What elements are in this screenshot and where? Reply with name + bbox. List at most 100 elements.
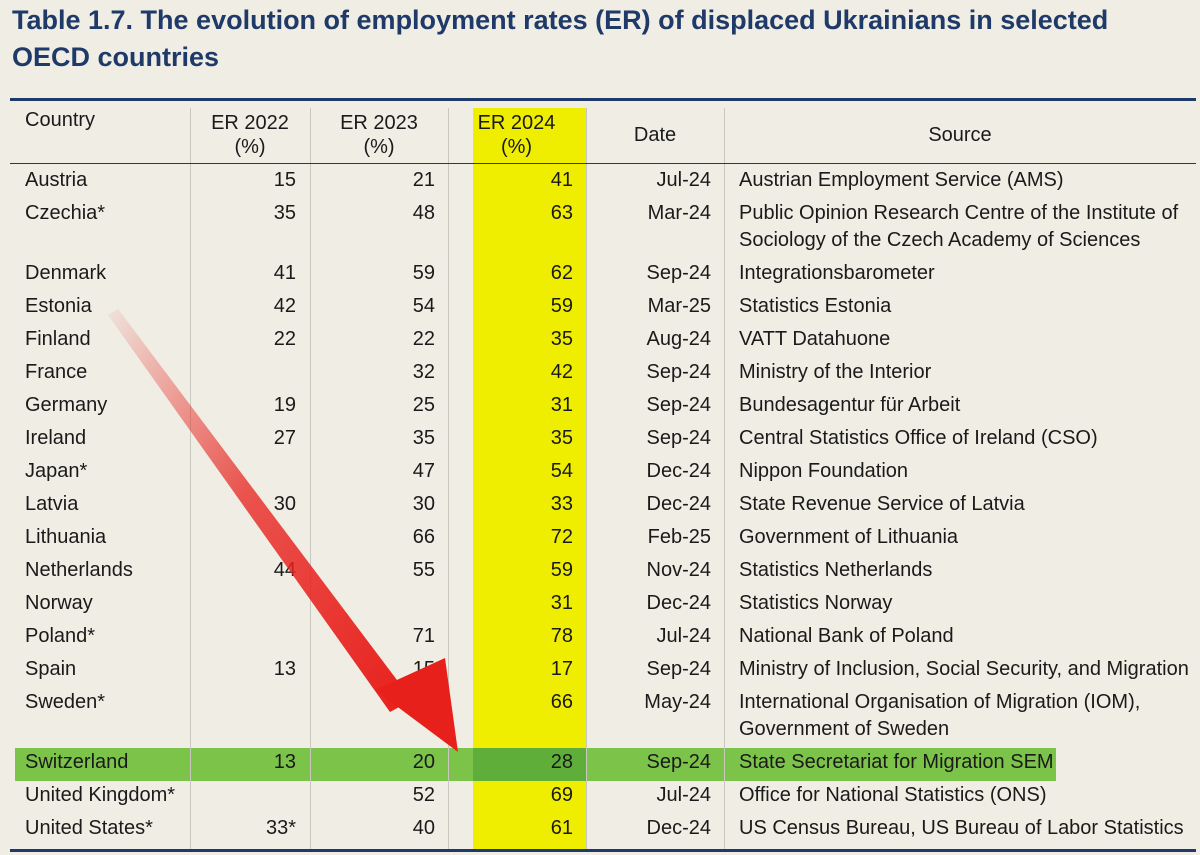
cell-country: Denmark (25, 262, 107, 284)
header-er-2024: ER 2024 (%) (460, 111, 573, 159)
cell-date: Feb-25 (647, 526, 711, 548)
cell-er-2022: 15 (273, 169, 296, 191)
cell-er-2024: 17 (550, 658, 573, 680)
cell-er-2023: 54 (412, 295, 435, 317)
cell-date: Sep-24 (646, 394, 712, 416)
cell-country: France (25, 361, 88, 383)
table-row: Denmark 41 59 62 Sep-24 Integrationsbarometer (0, 260, 1200, 293)
cell-er-2024: 28 (550, 751, 573, 773)
header-source: Source (928, 124, 992, 146)
table-row: Germany 19 25 31 Sep-24 Bundesagentur für Arb… (0, 392, 1200, 425)
table-row: Netherlands 44 55 59 Nov-24 Statistics Nether… (0, 557, 1200, 590)
cell-country: Switzerland (25, 751, 129, 773)
cell-er-2024: 31 (550, 394, 573, 416)
header-er-2023: ER 2023 (%) (310, 111, 448, 159)
table-row: Japan* 47 54 Dec-24 Nippon Foundation (0, 458, 1200, 491)
cell-er-2024: 62 (550, 262, 573, 284)
cell-er-2024: 59 (550, 559, 573, 581)
cell-country: Poland* (25, 625, 96, 647)
header-rule (10, 163, 1196, 164)
cell-date: Sep-24 (646, 751, 712, 773)
cell-er-2023: 48 (412, 202, 435, 224)
cell-date: Mar-25 (647, 295, 711, 317)
header-er-2022-label: ER 2022 (211, 112, 289, 134)
cell-er-2023: 22 (412, 328, 435, 350)
cell-er-2024: 35 (550, 328, 573, 350)
cell-er-2024: 59 (550, 295, 573, 317)
cell-source: Government of Lithuania (739, 526, 959, 548)
cell-date: May-24 (644, 691, 711, 713)
cell-er-2023: 47 (412, 460, 435, 482)
cell-date: Sep-24 (646, 658, 712, 680)
cell-source: Ministry of Inclusion, Social Security, … (739, 658, 1189, 680)
cell-source: Bundesagentur für Arbeit (739, 394, 961, 416)
cell-er-2023: 21 (412, 169, 435, 191)
cell-date: Dec-24 (646, 493, 711, 515)
cell-er-2024: 78 (550, 625, 573, 647)
cell-er-2024: 66 (550, 691, 573, 713)
cell-er-2022: 22 (273, 328, 296, 350)
cell-er-2024: 69 (550, 784, 573, 806)
cell-er-2024: 31 (550, 592, 573, 614)
cell-er-2024: 63 (550, 202, 573, 224)
table-row: Finland 22 22 35 Aug-24 VATT Datahuone (0, 326, 1200, 359)
cell-er-2024: 61 (550, 817, 573, 839)
cell-country: Austria (25, 169, 88, 191)
cell-country: United States* (25, 817, 153, 839)
cell-er-2022: 41 (273, 262, 296, 284)
header-country: Country (25, 109, 96, 131)
table-row: Poland* 71 78 Jul-24 National Bank of Poland (0, 623, 1200, 656)
column-divider (586, 108, 587, 849)
cell-er-2022: 19 (273, 394, 296, 416)
cell-date: Sep-24 (646, 427, 712, 449)
cell-er-2022: 27 (273, 427, 296, 449)
table-row: United States* 33* 40 61 Dec-24 US Census Bur… (0, 815, 1200, 848)
cell-date: Sep-24 (646, 361, 712, 383)
cell-source: Public Opinion Research Centre of the In… (739, 202, 1179, 251)
cell-source: Central Statistics Office of Ireland (CS… (739, 427, 1098, 449)
cell-date: Sep-24 (646, 262, 712, 284)
cell-date: Dec-24 (646, 460, 711, 482)
table-row: Spain 13 15 17 Sep-24 Ministry of Inclusion, … (0, 656, 1200, 689)
cell-source: International Organisation of Migration … (739, 691, 1141, 740)
column-divider (448, 108, 449, 849)
header-er-2022-unit: (%) (234, 136, 266, 158)
cell-er-2022: 13 (273, 658, 296, 680)
cell-country: Finland (25, 328, 91, 350)
cell-country: Sweden* (25, 691, 106, 713)
cell-country: Germany (25, 394, 108, 416)
cell-er-2024: 41 (550, 169, 573, 191)
cell-source: Nippon Foundation (739, 460, 909, 482)
cell-date: Mar-24 (647, 202, 711, 224)
table-row: Austria 15 21 41 Jul-24 Austrian Employment S… (0, 167, 1200, 200)
cell-source: US Census Bureau, US Bureau of Labor Sta… (739, 817, 1184, 839)
switzerland-er-2024-cell-highlight (473, 748, 586, 781)
cell-source: Office for National Statistics (ONS) (739, 784, 1047, 806)
cell-country: Norway (25, 592, 93, 614)
cell-er-2024: 33 (550, 493, 573, 515)
cell-er-2023: 55 (412, 559, 435, 581)
cell-country: Estonia (25, 295, 92, 317)
cell-er-2022: 33* (265, 817, 296, 839)
table-row: Norway 31 Dec-24 Statistics Norway (0, 590, 1200, 623)
cell-source: VATT Datahuone (739, 328, 891, 350)
cell-er-2022: 35 (273, 202, 296, 224)
table-row: Sweden* 56 66 May-24 International Organisat… (0, 689, 1200, 749)
cell-date: Jul-24 (656, 784, 711, 806)
cell-date: Nov-24 (646, 559, 711, 581)
cell-country: Czechia* (25, 202, 106, 224)
table-row: Czechia* 35 48 63 Mar-24 Public Opinion Resea… (0, 200, 1200, 260)
cell-er-2023: 59 (412, 262, 435, 284)
cell-er-2023: 66 (412, 526, 435, 548)
header-er-2023-label: ER 2023 (340, 112, 418, 134)
cell-source: State Revenue Service of Latvia (739, 493, 1025, 515)
cell-er-2024: 54 (550, 460, 573, 482)
cell-source: Integrationsbarometer (739, 262, 935, 284)
table-row: Estonia 42 54 59 Mar-25 Statistics Estonia (0, 293, 1200, 326)
header-er-2023-unit: (%) (363, 136, 395, 158)
cell-country: Netherlands (25, 559, 133, 581)
header-er-2024-unit: (%) (500, 136, 533, 158)
cell-er-2023: 52 (412, 784, 435, 806)
cell-country: Ireland (25, 427, 87, 449)
